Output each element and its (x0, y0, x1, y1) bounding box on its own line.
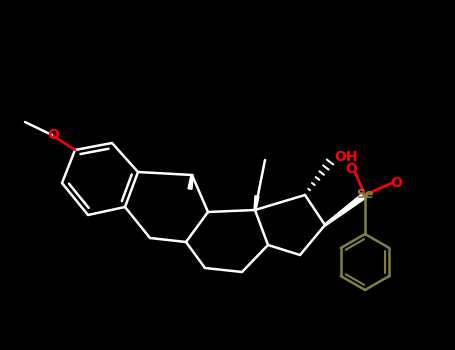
Polygon shape (254, 196, 259, 210)
Polygon shape (188, 175, 193, 189)
Polygon shape (324, 193, 367, 226)
Text: O: O (390, 176, 402, 190)
Text: Se: Se (356, 189, 374, 202)
Text: O: O (47, 128, 59, 142)
Text: O: O (345, 162, 357, 176)
Text: OH: OH (334, 150, 358, 164)
